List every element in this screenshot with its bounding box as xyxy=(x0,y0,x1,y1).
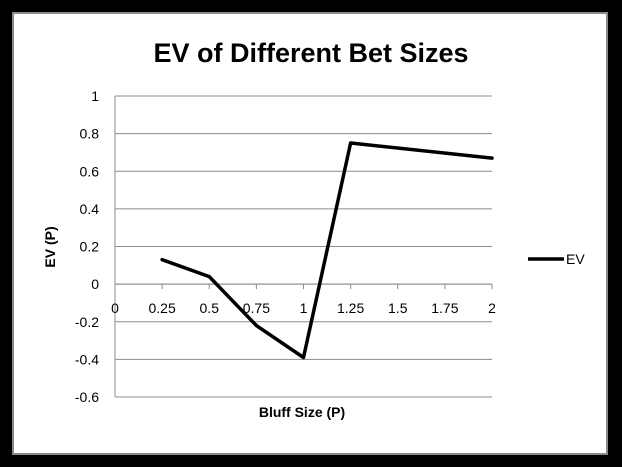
x-tick-labels: 0 0.25 0.5 0.75 1 1.25 1.5 1.75 2 xyxy=(111,300,496,316)
y-tick-labels: 1 0.8 0.6 0.4 0.2 0 -0.2 -0.4 -0.6 xyxy=(75,88,99,405)
x-tick-label: 0.75 xyxy=(243,300,270,316)
x-tick-label: 0.5 xyxy=(200,300,220,316)
legend: EV xyxy=(528,251,585,267)
x-tick-label: 1 xyxy=(300,300,308,316)
legend-label-ev: EV xyxy=(566,251,585,267)
y-axis-title: EV (P) xyxy=(42,226,58,267)
chart-frame xyxy=(12,12,608,455)
x-tick-label: 1.5 xyxy=(388,300,408,316)
y-tick-label: 1 xyxy=(91,88,99,104)
data-point xyxy=(207,275,211,279)
y-tick-label: -0.2 xyxy=(75,314,99,330)
y-tick-label: 0.8 xyxy=(80,126,100,142)
x-tick-label: 2 xyxy=(488,300,496,316)
x-axis-title: Bluff Size (P) xyxy=(259,404,345,420)
x-tick-label: 0 xyxy=(111,300,119,316)
axes xyxy=(114,96,493,397)
data-point xyxy=(302,355,305,359)
x-tick-label: 1.75 xyxy=(431,300,458,316)
data-point xyxy=(490,156,494,160)
data-point xyxy=(254,324,258,328)
series-layer xyxy=(160,141,494,360)
series-line-ev xyxy=(160,141,494,360)
y-tick-label: 0.6 xyxy=(80,163,100,179)
data-point xyxy=(349,141,353,145)
chart-title: EV of Different Bet Sizes xyxy=(153,38,468,68)
y-tick-label: 0.4 xyxy=(80,201,100,217)
data-point xyxy=(160,258,164,262)
x-tick-label: 0.25 xyxy=(149,300,176,316)
y-tick-label: 0 xyxy=(91,276,99,292)
y-tick-label: -0.4 xyxy=(75,351,99,367)
y-tick-label: -0.6 xyxy=(75,389,99,405)
x-tick-label: 1.25 xyxy=(337,300,364,316)
y-tick-label: 0.2 xyxy=(80,239,100,255)
